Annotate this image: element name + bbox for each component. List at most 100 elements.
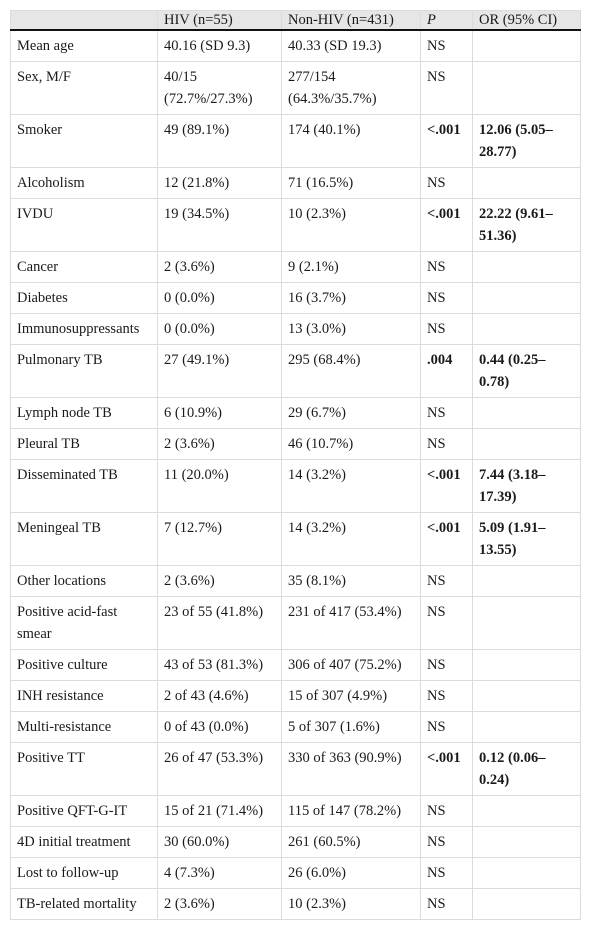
table-cell: 0.12 (0.06–0.24) bbox=[472, 742, 581, 796]
table-cell: Positive culture bbox=[10, 649, 158, 681]
table-cell: NS bbox=[420, 649, 473, 681]
table-cell: 4D initial treatment bbox=[10, 826, 158, 858]
table-cell: 2 (3.6%) bbox=[157, 565, 282, 597]
table-cell: 35 (8.1%) bbox=[281, 565, 421, 597]
table-cell: 306 of 407 (75.2%) bbox=[281, 649, 421, 681]
header-cell bbox=[10, 10, 158, 31]
table-cell: 14 (3.2%) bbox=[281, 459, 421, 513]
table-cell bbox=[472, 649, 581, 681]
table-cell: 4 (7.3%) bbox=[157, 857, 282, 889]
table-row: Meningeal TB 7 (12.7%) 14 (3.2%) <.001 5.09 … bbox=[10, 512, 581, 566]
table-cell: <.001 bbox=[420, 459, 473, 513]
table-cell: NS bbox=[420, 313, 473, 345]
table-cell: 5 of 307 (1.6%) bbox=[281, 711, 421, 743]
table-cell bbox=[472, 251, 581, 283]
table-cell: 43 of 53 (81.3%) bbox=[157, 649, 282, 681]
table-cell: NS bbox=[420, 565, 473, 597]
table-cell: Pleural TB bbox=[10, 428, 158, 460]
table-cell: NS bbox=[420, 795, 473, 827]
table-cell: Mean age bbox=[10, 29, 158, 62]
table-cell: 14 (3.2%) bbox=[281, 512, 421, 566]
table-cell: 5.09 (1.91–13.55) bbox=[472, 512, 581, 566]
header-cell: Non-HIV (n=431) bbox=[281, 10, 421, 31]
table-cell: 2 (3.6%) bbox=[157, 251, 282, 283]
table-cell: Positive TT bbox=[10, 742, 158, 796]
table-cell bbox=[472, 826, 581, 858]
table-row: Sex, M/F 40/15 (72.7%/27.3%) 277/154 (64.3… bbox=[10, 61, 581, 115]
table-cell: 0 (0.0%) bbox=[157, 282, 282, 314]
table-row: Lost to follow-up 4 (7.3%) 26 (6.0%) NS bbox=[10, 857, 581, 889]
table-cell: 71 (16.5%) bbox=[281, 167, 421, 199]
table-cell: Diabetes bbox=[10, 282, 158, 314]
table-row: Alcoholism 12 (21.8%) 71 (16.5%) NS bbox=[10, 167, 581, 199]
table-header: HIV (n=55) Non-HIV (n=431) P OR (95% CI) bbox=[10, 10, 581, 31]
table-cell: 231 of 417 (53.4%) bbox=[281, 596, 421, 650]
table-cell: NS bbox=[420, 251, 473, 283]
table-cell: Positive QFT-G-IT bbox=[10, 795, 158, 827]
table-body: Mean age 40.16 (SD 9.3) 40.33 (SD 19.3) NS S… bbox=[10, 29, 581, 920]
table-cell bbox=[472, 680, 581, 712]
table-cell bbox=[472, 167, 581, 199]
table-cell bbox=[472, 565, 581, 597]
table-cell: 0.44 (0.25–0.78) bbox=[472, 344, 581, 398]
table-cell: 29 (6.7%) bbox=[281, 397, 421, 429]
table-cell: Disseminated TB bbox=[10, 459, 158, 513]
table-cell: Multi-resistance bbox=[10, 711, 158, 743]
table-cell: NS bbox=[420, 167, 473, 199]
table-row: IVDU 19 (34.5%) 10 (2.3%) <.001 22.22 (9.61–… bbox=[10, 198, 581, 252]
table-row: Mean age 40.16 (SD 9.3) 40.33 (SD 19.3) NS bbox=[10, 29, 581, 62]
table-row: Multi-resistance 0 of 43 (0.0%) 5 of 307 (… bbox=[10, 711, 581, 743]
table-cell: 19 (34.5%) bbox=[157, 198, 282, 252]
table-row: Cancer 2 (3.6%) 9 (2.1%) NS bbox=[10, 251, 581, 283]
table-cell: 30 (60.0%) bbox=[157, 826, 282, 858]
table-row: Smoker 49 (89.1%) 174 (40.1%) <.001 12.06 (5… bbox=[10, 114, 581, 168]
table-cell: 7.44 (3.18–17.39) bbox=[472, 459, 581, 513]
table-cell: Pulmonary TB bbox=[10, 344, 158, 398]
table-cell: <.001 bbox=[420, 114, 473, 168]
table-cell: 174 (40.1%) bbox=[281, 114, 421, 168]
table-cell bbox=[472, 857, 581, 889]
table-cell: NS bbox=[420, 888, 473, 920]
table-cell: 15 of 307 (4.9%) bbox=[281, 680, 421, 712]
table-cell: 15 of 21 (71.4%) bbox=[157, 795, 282, 827]
table-row: Other locations 2 (3.6%) 35 (8.1%) NS bbox=[10, 565, 581, 597]
table-row: Diabetes 0 (0.0%) 16 (3.7%) NS bbox=[10, 282, 581, 314]
table-row: Positive QFT-G-IT 15 of 21 (71.4%) 115 of … bbox=[10, 795, 581, 827]
table-cell: 261 (60.5%) bbox=[281, 826, 421, 858]
table-cell: Positive acid-fast smear bbox=[10, 596, 158, 650]
table-cell: 40.16 (SD 9.3) bbox=[157, 29, 282, 62]
table-cell: 2 of 43 (4.6%) bbox=[157, 680, 282, 712]
table-cell: NS bbox=[420, 282, 473, 314]
table-row: 4D initial treatment 30 (60.0%) 261 (60.5%… bbox=[10, 826, 581, 858]
table-cell: 27 (49.1%) bbox=[157, 344, 282, 398]
table-cell: 12.06 (5.05–28.77) bbox=[472, 114, 581, 168]
table-cell: Lymph node TB bbox=[10, 397, 158, 429]
table-row: Positive acid-fast smear 23 of 55 (41.8%)… bbox=[10, 596, 581, 650]
table-cell bbox=[472, 29, 581, 62]
table-cell: NS bbox=[420, 680, 473, 712]
table-cell: 40.33 (SD 19.3) bbox=[281, 29, 421, 62]
table-row: Lymph node TB 6 (10.9%) 29 (6.7%) NS bbox=[10, 397, 581, 429]
table-cell: Lost to follow-up bbox=[10, 857, 158, 889]
table-cell: 2 (3.6%) bbox=[157, 428, 282, 460]
header-cell: OR (95% CI) bbox=[472, 10, 581, 31]
table-cell: Smoker bbox=[10, 114, 158, 168]
table-cell: Immunosuppressants bbox=[10, 313, 158, 345]
table-cell: 40/15 (72.7%/27.3%) bbox=[157, 61, 282, 115]
table-cell: 0 of 43 (0.0%) bbox=[157, 711, 282, 743]
table-cell: 2 (3.6%) bbox=[157, 888, 282, 920]
table-cell: 26 of 47 (53.3%) bbox=[157, 742, 282, 796]
header-cell: P bbox=[420, 10, 473, 31]
table-cell bbox=[472, 428, 581, 460]
table-cell: INH resistance bbox=[10, 680, 158, 712]
table-cell: 10 (2.3%) bbox=[281, 198, 421, 252]
table-row: Positive TT 26 of 47 (53.3%) 330 of 363 (9… bbox=[10, 742, 581, 796]
table-row: Immunosuppressants 0 (0.0%) 13 (3.0%) NS bbox=[10, 313, 581, 345]
table-cell: NS bbox=[420, 29, 473, 62]
table-cell: NS bbox=[420, 596, 473, 650]
table-cell: Sex, M/F bbox=[10, 61, 158, 115]
table-cell: 0 (0.0%) bbox=[157, 313, 282, 345]
table-cell: Cancer bbox=[10, 251, 158, 283]
table-cell: 22.22 (9.61–51.36) bbox=[472, 198, 581, 252]
